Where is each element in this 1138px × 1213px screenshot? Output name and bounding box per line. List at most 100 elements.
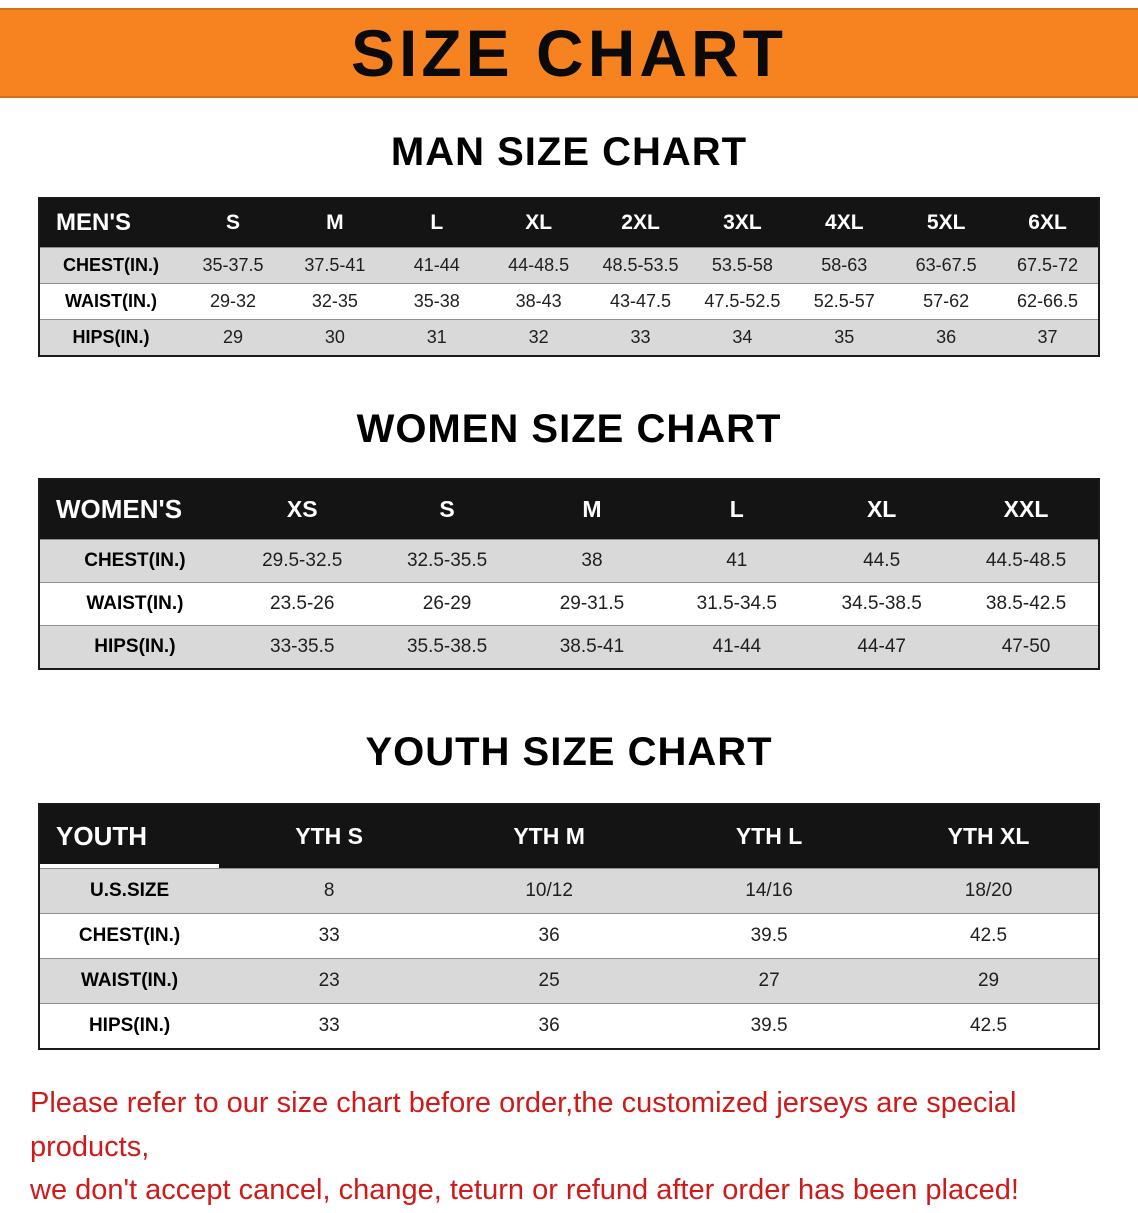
mens-col-header: 2XL [621,211,660,234]
size-cell: 29 [879,958,1099,1004]
size-cell: 44-48.5 [487,247,590,284]
size-cell: 38 [519,539,665,583]
size-cell: 47.5-52.5 [691,283,794,320]
size-cell: 36 [439,1003,660,1049]
size-cell: 67.5-72 [997,247,1099,284]
size-cell: 44.5-48.5 [954,539,1099,583]
mens-col-header: 4XL [825,211,864,234]
size-cell: 41-44 [385,247,488,284]
row-label: CHEST(IN.) [39,913,220,959]
size-cell: 63-67.5 [895,247,998,284]
youth-col-header: YTH L [735,823,803,849]
womens-header-row: WOMEN'S XS S M L XL XXL [39,479,1099,540]
men-section-heading: MAN SIZE CHART [390,130,748,174]
size-cell: 32-35 [283,283,386,320]
mens-col-header: M [326,211,344,234]
size-cell: 48.5-53.5 [589,247,692,284]
mens-col-header: L [430,211,444,234]
size-cell: 23 [219,958,440,1004]
size-cell: 38-43 [487,283,590,320]
women-size-table-container: WOMEN'S XS S M L XL XXL CHEST(IN.) 29.5-32.5 32.5… [38,478,1100,670]
size-cell: 34 [691,319,794,356]
size-cell: 44-47 [809,625,955,669]
size-chart-banner: SIZE CHART [0,8,1138,98]
women-size-section: WOMEN SIZE CHART WOMEN'S XS S M L XL XXL CHEST(… [0,407,1138,670]
size-cell: 33 [219,913,440,959]
mens-col-header: 6XL [1028,211,1067,234]
youth-data-row: U.S.SIZE 8 10/12 14/16 18/20 [39,868,1099,914]
size-cell: 31.5-34.5 [664,582,810,626]
womens-table-title: WOMEN'S [56,494,183,524]
men-size-section: MAN SIZE CHART MEN'S S M L XL 2XL 3XL 4XL 5XL 6XL… [0,130,1138,357]
womens-col-header: XS [286,496,318,522]
disclaimer-line-1: Please refer to our size chart before or… [30,1087,1017,1163]
disclaimer-line-2: we don't accept cancel, change, teturn o… [30,1174,1019,1206]
youth-data-row: CHEST(IN.) 33 36 39.5 42.5 [39,913,1099,959]
mens-header-row: MEN'S S M L XL 2XL 3XL 4XL 5XL 6XL [39,198,1099,248]
size-cell: 18/20 [879,868,1099,914]
size-cell: 29 [182,319,284,356]
size-cell: 37.5-41 [283,247,386,284]
size-cell: 36 [439,913,660,959]
womens-col-header: L [729,496,744,522]
size-cell: 33 [589,319,692,356]
row-label: CHEST(IN.) [39,247,183,284]
disclaimer-note: Please refer to our size chart before or… [30,1082,1110,1213]
size-cell: 35 [793,319,896,356]
mens-data-row: HIPS(IN.) 29 30 31 32 33 34 35 36 37 [39,319,1099,356]
size-cell: 32.5-35.5 [374,539,520,583]
size-chart-title: SIZE CHART [351,16,787,90]
size-cell: 29-31.5 [519,582,665,626]
size-cell: 33 [219,1003,440,1049]
row-label: CHEST(IN.) [39,539,230,583]
size-cell: 34.5-38.5 [809,582,955,626]
youth-section-heading: YOUTH SIZE CHART [365,730,773,774]
size-cell: 31 [385,319,488,356]
size-cell: 42.5 [879,913,1099,959]
womens-col-header: XXL [1003,496,1049,522]
youth-header-row: YOUTH YTH S YTH M YTH L YTH XL [39,804,1099,869]
size-cell: 47-50 [954,625,1099,669]
size-cell: 43-47.5 [589,283,692,320]
mens-data-row: WAIST(IN.) 29-32 32-35 35-38 38-43 43-47.5 47.… [39,283,1099,320]
size-cell: 38.5-41 [519,625,665,669]
row-label: HIPS(IN.) [39,319,183,356]
size-cell: 8 [219,868,440,914]
youth-size-section: YOUTH SIZE CHART YOUTH YTH S YTH M YTH L YTH… [0,730,1138,1050]
size-cell: 35.5-38.5 [374,625,520,669]
youth-table-title: YOUTH [39,804,219,869]
size-cell: 29-32 [182,283,284,320]
size-cell: 41 [664,539,810,583]
women-section-heading: WOMEN SIZE CHART [356,407,782,451]
size-cell: 23.5-26 [229,582,375,626]
size-cell: 38.5-42.5 [954,582,1099,626]
size-cell: 35-38 [385,283,488,320]
mens-col-header: S [226,211,241,234]
size-cell: 29.5-32.5 [229,539,375,583]
size-cell: 32 [487,319,590,356]
size-cell: 10/12 [439,868,660,914]
mens-data-row: CHEST(IN.) 35-37.5 37.5-41 41-44 44-48.5 48.5… [39,247,1099,284]
size-cell: 52.5-57 [793,283,896,320]
size-cell: 42.5 [879,1003,1099,1049]
row-label: HIPS(IN.) [39,1003,220,1049]
size-cell: 62-66.5 [997,283,1099,320]
men-size-table-container: MEN'S S M L XL 2XL 3XL 4XL 5XL 6XL CHEST(IN.) 35-37… [38,197,1100,357]
mens-table-title: MEN'S [56,209,132,236]
youth-data-row: HIPS(IN.) 33 36 39.5 42.5 [39,1003,1099,1049]
womens-size-table: WOMEN'S XS S M L XL XXL CHEST(IN.) 29.5-32.5 32.5… [38,478,1100,670]
row-label: U.S.SIZE [39,868,220,914]
row-label: WAIST(IN.) [39,958,220,1004]
mens-col-header: XL [525,211,553,234]
mens-col-header: 3XL [723,211,762,234]
size-cell: 27 [659,958,880,1004]
youth-size-table-container: YOUTH YTH S YTH M YTH L YTH XL U.S.SIZE 8 10/12… [38,803,1100,1050]
womens-data-row: WAIST(IN.) 23.5-26 26-29 29-31.5 31.5-34.5 34… [39,582,1099,626]
youth-data-row: WAIST(IN.) 23 25 27 29 [39,958,1099,1004]
size-cell: 37 [997,319,1099,356]
womens-col-header: S [439,496,455,522]
row-label: WAIST(IN.) [39,283,183,320]
size-cell: 39.5 [659,913,880,959]
size-cell: 58-63 [793,247,896,284]
size-cell: 33-35.5 [229,625,375,669]
